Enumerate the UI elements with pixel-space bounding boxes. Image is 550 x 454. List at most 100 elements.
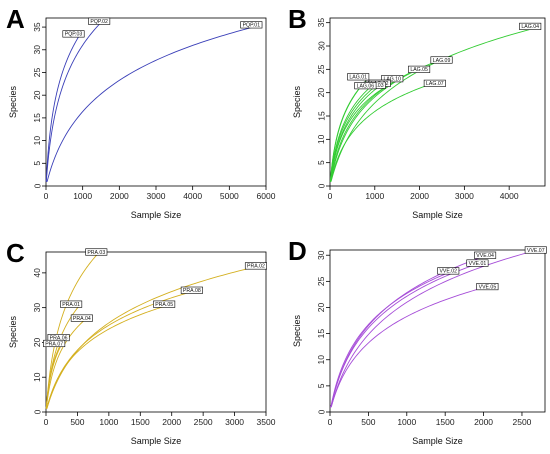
series-line: [330, 82, 434, 182]
series-line: [45, 317, 88, 409]
y-tick-label: 15: [32, 113, 42, 123]
y-tick-label: 15: [316, 329, 326, 339]
y-tick-label: 0: [32, 183, 42, 188]
series-line: [46, 303, 172, 409]
series-label-box: [347, 73, 370, 81]
x-tick-label: 1000: [397, 417, 416, 427]
x-axis-title: Sample Size: [412, 210, 463, 220]
series-label: PRA.01: [62, 302, 80, 308]
curve-labels: PQP.01 PQP.02 PQP.03: [62, 17, 263, 38]
series-label-box: [519, 22, 542, 30]
y-axis-title: Species: [292, 314, 302, 347]
series-label: PQP.01: [243, 23, 261, 29]
series-label-box: [381, 75, 404, 83]
y-tick-label: 25: [32, 67, 42, 77]
x-tick-label: 2500: [513, 417, 532, 427]
y-tick-label: 10: [316, 134, 326, 144]
y-tick-label: 0: [316, 409, 326, 414]
y-tick-label: 40: [32, 268, 42, 278]
y-tick-label: 20: [32, 337, 42, 347]
series-label: LAG.04: [521, 24, 539, 30]
series-label: VVE.01: [469, 261, 487, 267]
y-tick-label: 30: [32, 303, 42, 313]
series-label-box: [430, 56, 453, 64]
series-label: PRA.08: [183, 288, 201, 294]
series-label: VVE.02: [439, 269, 457, 275]
x-tick-label: 4000: [183, 191, 202, 201]
series-line: [330, 249, 538, 408]
series-label: PRA.07: [45, 341, 63, 347]
y-tick-label: 30: [316, 250, 326, 260]
y-tick-label: 20: [316, 88, 326, 98]
series-label-box: [70, 314, 93, 322]
panel-a: A 0 5 10 15 20 25 30 35 0 1000 2000 3000 4000 5000 6000…: [6, 4, 276, 220]
panel-c: C 0 10 20 30 40 0 500 1000 1500 2000 2500 3000 3500 Sa…: [6, 238, 276, 446]
series-line: [330, 286, 488, 408]
y-axis-title: Species: [292, 85, 302, 118]
y-axis-title: Species: [8, 85, 18, 118]
series-label: VVE.07: [527, 248, 545, 254]
y-tick-label: 0: [32, 409, 42, 414]
y-tick-label: 5: [316, 383, 326, 388]
series-line: [330, 254, 488, 408]
x-axis-title: Sample Size: [131, 436, 182, 446]
curve-labels: PRA.02 PRA.03 PRA.08 PRA.05 PRA.04 PRA.01 PRA.…: [43, 248, 267, 348]
series-label: PRA.05: [155, 302, 173, 308]
series-label: LAG.09: [433, 58, 451, 64]
series-line: [45, 22, 102, 182]
x-tick-label: 0: [44, 191, 49, 201]
series-line: [45, 35, 80, 182]
series-label-box: [524, 246, 547, 254]
panel-letter: B: [288, 4, 307, 34]
panel-letter: C: [6, 238, 25, 268]
y-tick-label: 5: [316, 160, 326, 165]
y-tick-label: 25: [316, 276, 326, 286]
x-tick-label: 0: [44, 417, 49, 427]
x-tick-label: 6000: [257, 191, 276, 201]
series-label: PRA.06: [50, 335, 68, 341]
y-tick-label: 0: [316, 183, 326, 188]
series-label-box: [60, 300, 83, 308]
x-tick-label: 3500: [257, 417, 276, 427]
plot-frame: [329, 249, 546, 413]
y-axis-title: Species: [8, 315, 18, 348]
x-tick-label: 2000: [410, 191, 429, 201]
plot-frame: [45, 17, 267, 187]
y-tick-label: 20: [316, 302, 326, 312]
x-tick-label: 0: [328, 191, 333, 201]
series-label-box: [88, 17, 111, 25]
x-tick-label: 3000: [225, 417, 244, 427]
curve-labels: VVE.07 VVE.04 VVE.01 VVE.02 VVE.05: [437, 246, 547, 290]
series-label: LAG.10: [383, 76, 401, 82]
curve-labels: LAG.04LAG.09LAG.05LAG.10LAG.07LAG.08LAG.…: [347, 22, 542, 90]
x-tick-label: 4000: [500, 191, 519, 201]
series-line: [45, 342, 63, 409]
series-label-box: [423, 79, 446, 87]
x-tick-label: 1000: [365, 191, 384, 201]
x-axis-title: Sample Size: [412, 436, 463, 446]
series-line: [46, 24, 263, 182]
series-label: PRA.04: [73, 316, 91, 322]
series-line: [330, 262, 480, 408]
series-label-box: [354, 82, 377, 90]
series-line: [330, 26, 539, 182]
series-label-box: [43, 339, 66, 348]
series-label: VVE.04: [476, 253, 494, 259]
y-tick-label: 30: [316, 41, 326, 51]
series-line: [329, 83, 364, 182]
series-label: LAG.06: [357, 83, 375, 89]
series-label-box: [240, 21, 263, 29]
y-tick-label: 30: [32, 45, 42, 55]
series-label: LAG.07: [426, 81, 444, 87]
series-label-box: [62, 30, 85, 38]
series-line: [45, 251, 100, 409]
x-tick-label: 3000: [455, 191, 474, 201]
x-tick-label: 2000: [162, 417, 181, 427]
series-label-box: [180, 286, 203, 294]
y-tick-label: 20: [32, 90, 42, 100]
series-label-box: [408, 65, 431, 73]
series-line: [46, 265, 260, 409]
panel-d: D 0 5 10 15 20 25 30 0 500 1000 1500 2000 2500 Sample …: [288, 236, 547, 446]
series-label: PQP.03: [65, 32, 83, 38]
panel-b: B 0 5 10 15 20 25 30 35 0 1000 2000 3000 4000 Sample S…: [288, 4, 546, 220]
